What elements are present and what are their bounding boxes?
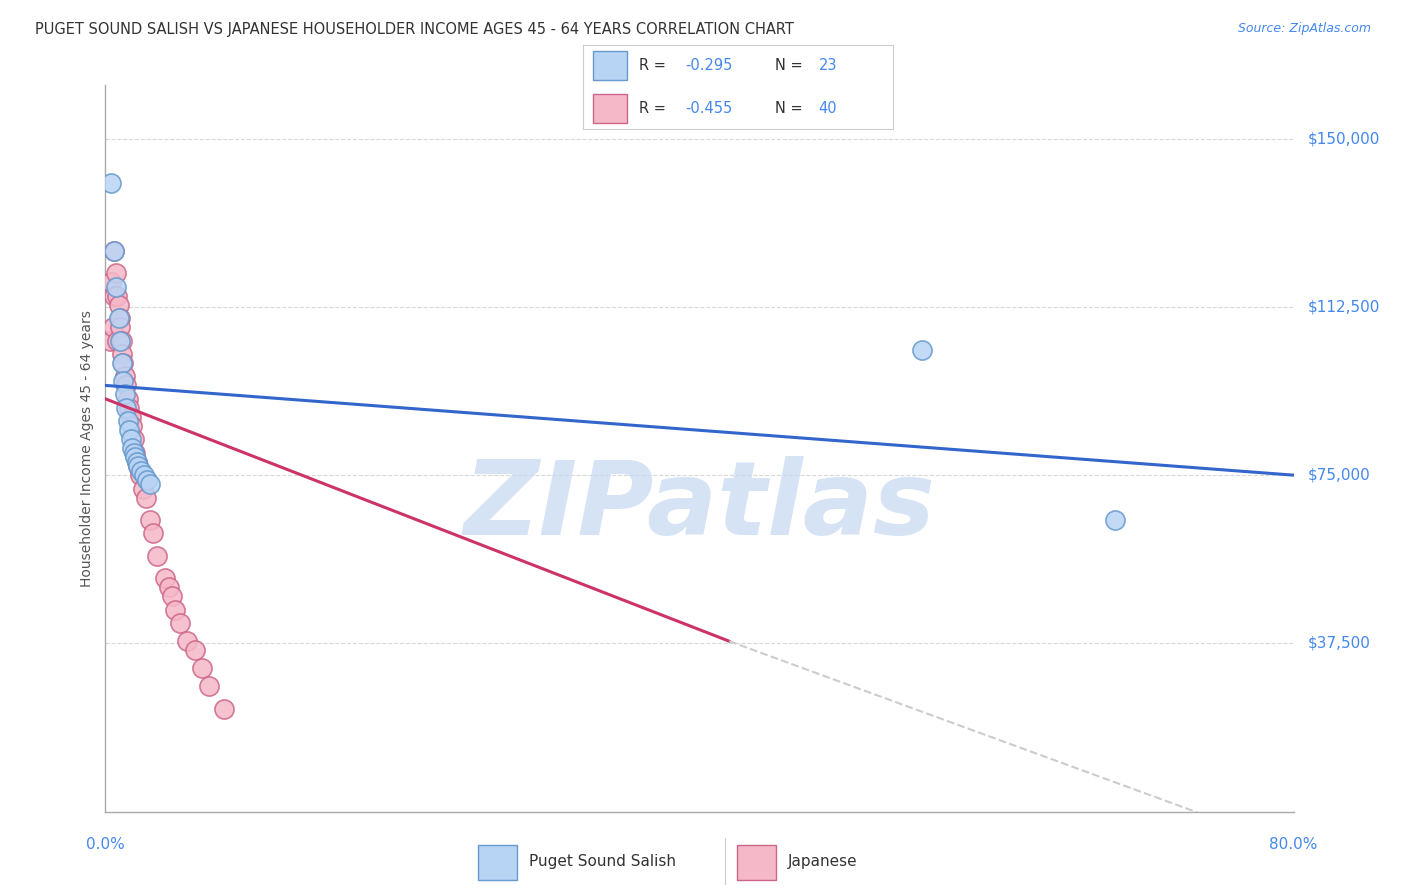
Text: 80.0%: 80.0% [1270,837,1317,852]
Point [136,473,159,487]
Point [115,378,138,392]
Point [104,279,127,293]
Point [100,275,122,289]
Point [110,320,132,334]
Point [110,334,132,348]
Point [122,432,145,446]
Point [176,634,198,648]
Point [120,432,142,446]
Point [108,311,131,326]
Bar [737,846,776,880]
Point [120,409,142,424]
Point [191,661,214,675]
Text: -0.455: -0.455 [686,101,733,116]
Point [139,513,162,527]
Point [1104,513,1126,527]
Point [100,177,122,191]
Point [146,549,169,563]
Text: -0.295: -0.295 [686,58,733,73]
Point [105,334,128,348]
Point [111,334,134,348]
Point [115,401,138,415]
Point [125,455,148,469]
Point [911,343,934,357]
Text: $75,000: $75,000 [1308,467,1371,483]
Text: PUGET SOUND SALISH VS JAPANESE HOUSEHOLDER INCOME AGES 45 - 64 YEARS CORRELATION: PUGET SOUND SALISH VS JAPANESE HOUSEHOLD… [35,22,794,37]
Point [169,616,191,631]
Point [127,459,149,474]
Text: $112,500: $112,500 [1308,300,1379,314]
Point [128,468,150,483]
Point [121,418,143,433]
Text: ZIPatlas: ZIPatlas [464,456,935,557]
Point [103,288,125,302]
Y-axis label: Householder Income Ages 45 - 64 years: Householder Income Ages 45 - 64 years [80,310,94,587]
Text: Japanese: Japanese [787,855,858,869]
Point [103,244,125,258]
Point [142,526,165,541]
Point [124,450,146,465]
Bar [593,52,627,80]
Text: N =: N = [775,58,807,73]
Point [129,464,152,478]
Point [132,468,155,483]
Point [111,356,134,370]
Text: R =: R = [640,101,671,116]
Text: Puget Sound Salish: Puget Sound Salish [529,855,676,869]
Point [114,387,136,401]
Text: N =: N = [775,101,807,116]
Bar [478,846,517,880]
Point [105,288,128,302]
Point [118,401,141,415]
Point [117,414,139,428]
Point [103,244,125,258]
Point [122,446,145,460]
Bar [593,94,627,122]
Point [153,571,176,585]
Text: $37,500: $37,500 [1308,636,1371,651]
Point [104,266,127,280]
Text: 23: 23 [818,58,837,73]
Point [111,347,134,361]
Text: 40: 40 [818,101,837,116]
Point [135,491,157,505]
Point [117,392,139,406]
Point [157,580,180,594]
Text: $150,000: $150,000 [1308,131,1379,146]
Point [112,374,135,388]
Point [183,643,205,657]
Point [214,701,236,715]
Point [127,459,149,474]
Point [162,590,184,604]
Point [121,442,143,455]
Point [198,679,221,693]
Point [124,446,146,460]
Point [110,311,132,326]
Point [139,477,162,491]
Point [108,298,131,312]
Point [118,423,141,437]
Text: Source: ZipAtlas.com: Source: ZipAtlas.com [1237,22,1371,36]
Point [112,356,135,370]
Point [165,603,187,617]
Point [98,334,121,348]
Point [114,369,136,384]
Text: 0.0%: 0.0% [86,837,125,852]
Point [131,482,153,496]
Point [125,455,148,469]
Point [101,320,124,334]
Text: R =: R = [640,58,671,73]
